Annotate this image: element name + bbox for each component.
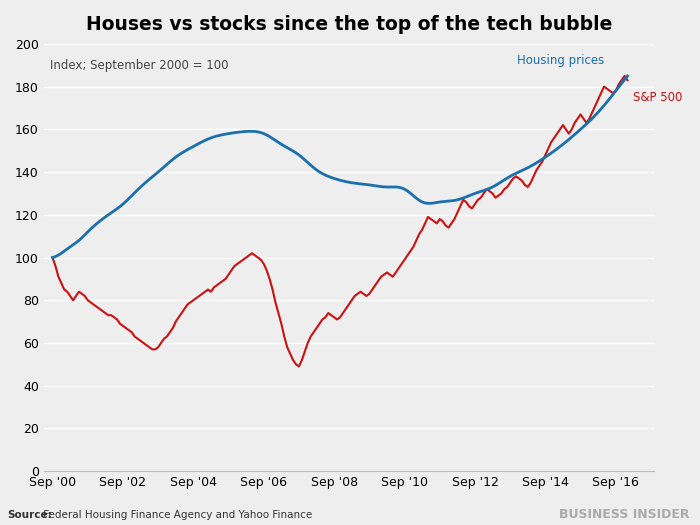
Text: Source:: Source: xyxy=(7,510,52,520)
Text: Index; September 2000 = 100: Index; September 2000 = 100 xyxy=(50,59,228,72)
Text: Federal Housing Finance Agency and Yahoo Finance: Federal Housing Finance Agency and Yahoo… xyxy=(40,510,312,520)
Text: S&P 500: S&P 500 xyxy=(634,91,682,104)
Title: Houses vs stocks since the top of the tech bubble: Houses vs stocks since the top of the te… xyxy=(85,15,612,34)
Text: Housing prices: Housing prices xyxy=(517,55,604,67)
Text: BUSINESS INSIDER: BUSINESS INSIDER xyxy=(559,508,690,521)
